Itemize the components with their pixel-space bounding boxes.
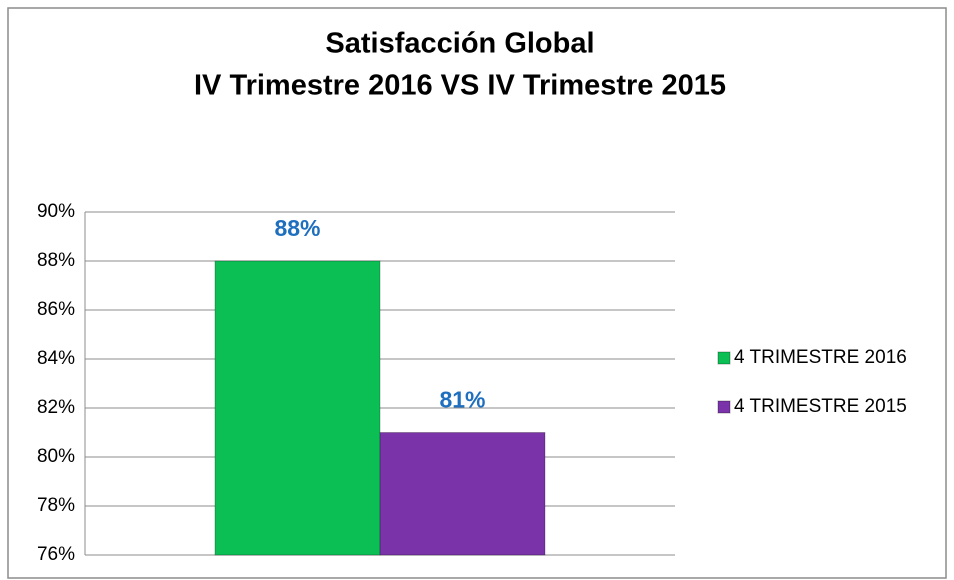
y-tick-label: 82% <box>37 397 75 418</box>
legend-swatch <box>717 400 731 414</box>
bar <box>214 260 381 556</box>
y-tick-label: 88% <box>37 250 75 271</box>
y-tick-label: 84% <box>37 348 75 369</box>
data-label: 88% <box>274 215 320 241</box>
chart-subtitle: IV Trimestre 2016 VS IV Trimestre 2015 <box>194 70 726 102</box>
y-tick-label: 86% <box>37 299 75 320</box>
y-tick-label: 90% <box>37 201 75 222</box>
y-tick-label: 80% <box>37 446 75 467</box>
chart-title: Satisfacción Global <box>325 28 594 60</box>
data-label: 81% <box>439 387 485 413</box>
y-tick-label: 76% <box>37 544 75 565</box>
legend-label: 4 TRIMESTRE 2016 <box>734 347 907 368</box>
bar <box>379 432 546 556</box>
legend-swatch <box>717 351 731 365</box>
y-tick-label: 78% <box>37 495 75 516</box>
legend-label: 4 TRIMESTRE 2015 <box>734 396 907 417</box>
